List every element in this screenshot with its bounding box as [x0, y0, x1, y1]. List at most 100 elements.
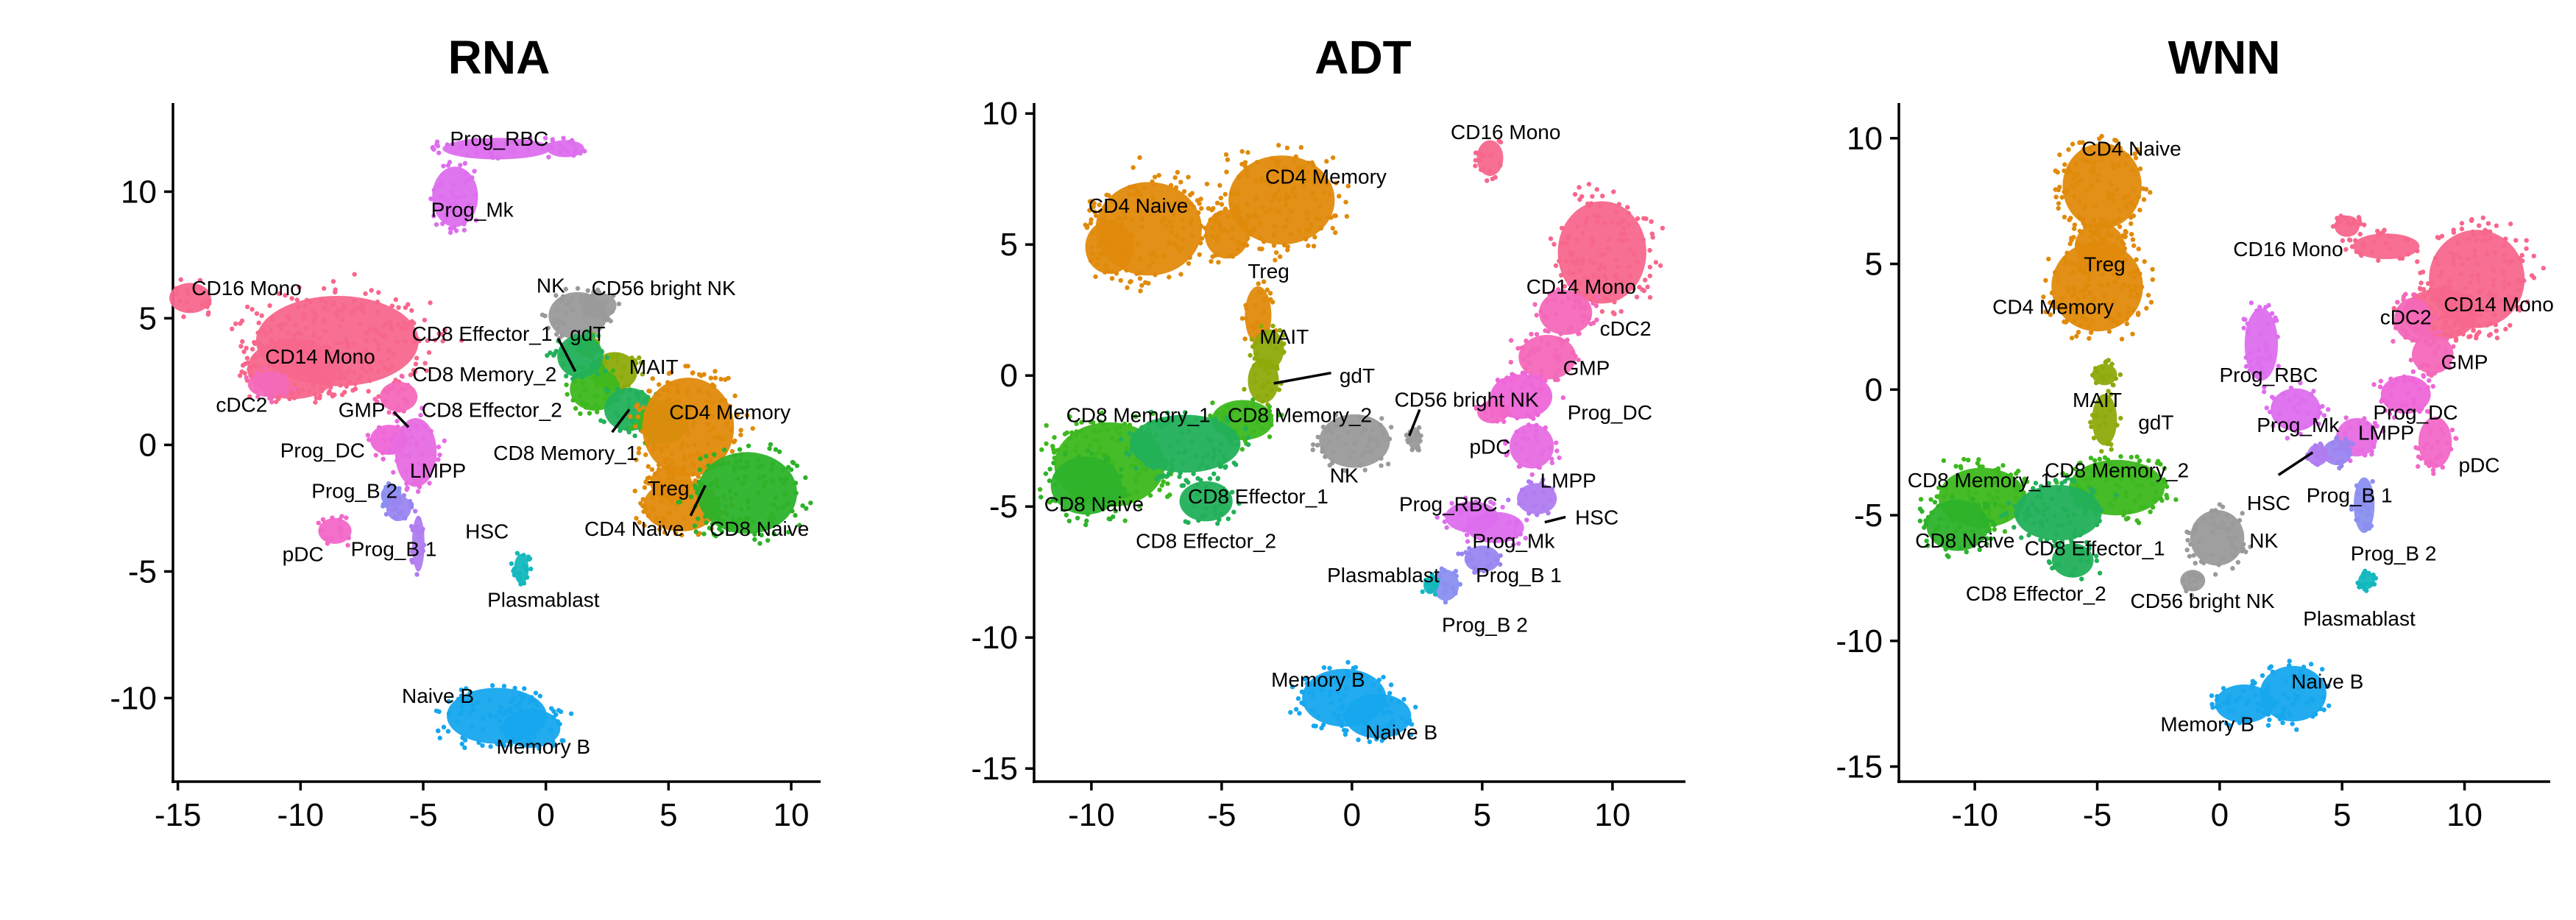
- cell-point: [2128, 270, 2134, 276]
- cell-point: [1928, 497, 1933, 502]
- cell-point: [2524, 246, 2529, 251]
- cell-point: [2296, 401, 2302, 406]
- cell-point: [1450, 585, 1456, 591]
- cell-point: [2059, 539, 2065, 545]
- cell-point: [706, 463, 711, 468]
- cell-point: [2046, 256, 2051, 262]
- cell-point: [2237, 517, 2243, 523]
- cell-point: [730, 516, 735, 521]
- cluster-core: [1085, 220, 1134, 275]
- cell-point: [579, 370, 584, 375]
- cell-point: [390, 450, 395, 455]
- cell-point: [1556, 367, 1561, 373]
- cell-point: [592, 359, 598, 365]
- cell-point: [2201, 517, 2207, 522]
- cell-point: [584, 405, 589, 410]
- cell-point: [2134, 294, 2140, 300]
- cell-point: [710, 414, 715, 419]
- cell-point: [738, 428, 743, 433]
- cell-point: [1156, 462, 1161, 468]
- cell-point: [1559, 300, 1565, 305]
- cell-point: [1047, 478, 1052, 484]
- cell-point: [2260, 710, 2266, 715]
- cell-point: [2361, 574, 2366, 580]
- cell-point: [1577, 185, 1582, 190]
- cell-point: [386, 410, 392, 415]
- cell-point: [2529, 273, 2535, 278]
- cell-point: [2431, 471, 2436, 476]
- cell-point: [438, 206, 443, 212]
- cluster-hsc: [408, 509, 427, 577]
- cell-point: [2096, 424, 2102, 429]
- cell-point: [2123, 493, 2129, 498]
- cell-point: [793, 490, 799, 496]
- cell-point: [1130, 218, 1135, 223]
- cell-point: [1488, 499, 1493, 505]
- cell-point: [595, 372, 601, 377]
- cell-point: [1270, 323, 1275, 329]
- cell-point: [2237, 694, 2243, 700]
- cell-point: [1376, 677, 1382, 683]
- cell-point: [707, 526, 712, 531]
- cell-point: [427, 481, 432, 486]
- cell-point: [1463, 495, 1468, 500]
- cell-point: [1244, 306, 1249, 311]
- cell-point: [420, 462, 425, 468]
- cell-point: [1588, 258, 1593, 263]
- cell-point: [1160, 417, 1166, 422]
- cell-point: [2431, 325, 2436, 330]
- cell-point: [1941, 458, 1947, 464]
- cell-point: [2285, 436, 2290, 441]
- cell-point: [1136, 188, 1141, 194]
- cell-point: [2132, 498, 2137, 503]
- cell-point: [2243, 364, 2249, 369]
- cell-point: [2486, 292, 2491, 297]
- cell-point: [1533, 428, 1539, 434]
- cell-point: [2511, 294, 2517, 300]
- cell-point: [1115, 252, 1121, 258]
- cell-point: [395, 322, 401, 328]
- cell-point: [2067, 520, 2073, 525]
- cell-point: [185, 291, 191, 296]
- cell-point: [1602, 265, 1607, 271]
- cell-point: [1254, 215, 1259, 221]
- cell-point: [364, 330, 369, 336]
- cell-point: [2427, 331, 2432, 336]
- cell-point: [503, 141, 509, 147]
- cell-point: [2087, 146, 2092, 152]
- cell-point: [2494, 328, 2499, 333]
- cell-point: [1378, 422, 1383, 428]
- cell-point: [1228, 202, 1234, 207]
- cell-point: [712, 434, 718, 440]
- cell-point: [508, 742, 513, 748]
- cluster-prog-b-1: [1456, 545, 1503, 575]
- cell-point: [2298, 673, 2304, 678]
- cell-point: [492, 144, 497, 149]
- cell-point: [1147, 492, 1153, 498]
- cell-point: [2507, 261, 2512, 266]
- cell-point: [804, 506, 809, 512]
- cell-point: [615, 386, 620, 392]
- cell-point: [1169, 230, 1174, 235]
- cell-point: [2085, 500, 2090, 506]
- cell-point: [319, 528, 325, 533]
- cell-point: [1432, 585, 1437, 591]
- cell-point: [1324, 159, 1329, 164]
- cell-point: [1168, 183, 1174, 188]
- cell-point: [2119, 336, 2125, 342]
- cluster-label-cd4-memory: CD4 Memory: [1992, 296, 2114, 319]
- cell-point: [1965, 457, 1971, 463]
- cell-point: [2430, 383, 2435, 389]
- cell-point: [1515, 415, 1520, 421]
- cell-point: [762, 525, 768, 531]
- cell-point: [436, 150, 442, 155]
- cell-point: [2069, 304, 2074, 310]
- cell-point: [513, 704, 518, 709]
- cell-point: [403, 468, 408, 474]
- cell-point: [555, 719, 560, 724]
- cell-point: [1189, 420, 1194, 426]
- cell-point: [2086, 466, 2091, 471]
- cell-point: [2115, 319, 2120, 325]
- cell-point: [2071, 226, 2077, 231]
- cell-point: [462, 180, 467, 186]
